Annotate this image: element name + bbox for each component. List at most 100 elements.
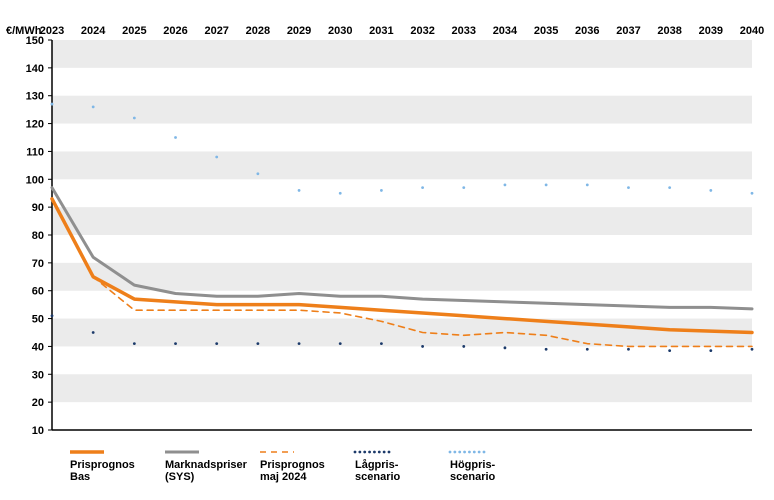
y-tick-label: 10 (32, 425, 44, 437)
series-high-dot (668, 186, 671, 189)
x-tick-label: 2031 (369, 25, 393, 37)
series-high-dot (92, 105, 95, 108)
legend-swatch-high (473, 451, 476, 454)
grid-band (52, 40, 752, 68)
series-low-dot (380, 342, 383, 345)
series-high-dot (174, 136, 177, 139)
legend-swatch-high (483, 451, 486, 454)
legend-swatch-low (383, 451, 386, 454)
y-tick-label: 70 (32, 258, 44, 270)
series-high-dot (504, 183, 507, 186)
series-high-dot (298, 189, 301, 192)
series-low-dot (215, 342, 218, 345)
x-tick-label: 2032 (410, 25, 434, 37)
legend-swatch-high (478, 451, 481, 454)
grid-band (52, 319, 752, 347)
y-tick-label: 50 (32, 314, 44, 326)
legend-label-bas: Prisprognos (70, 459, 135, 471)
series-high-dot (545, 183, 548, 186)
grid-band (52, 207, 752, 235)
series-high-dot (462, 186, 465, 189)
legend-swatch-low (358, 451, 361, 454)
series-low-dot (339, 342, 342, 345)
series-high-dot (51, 103, 54, 106)
y-tick-label: 130 (26, 91, 44, 103)
series-high-dot (339, 192, 342, 195)
legend-swatch-low (363, 451, 366, 454)
legend-label-maj2024: maj 2024 (260, 471, 307, 483)
series-low-dot (545, 348, 548, 351)
series-high-dot (586, 183, 589, 186)
series-high-dot (751, 192, 754, 195)
series-low-dot (504, 346, 507, 349)
legend-swatch-high (458, 451, 461, 454)
series-low-dot (668, 349, 671, 352)
series-low-dot (627, 348, 630, 351)
price-forecast-chart: 102030405060708090100110120130140150€/MW… (0, 0, 774, 500)
legend-swatch-low (388, 451, 391, 454)
x-tick-label: 2039 (699, 25, 723, 37)
series-high-dot (256, 172, 259, 175)
series-low-dot (421, 345, 424, 348)
y-tick-label: 100 (26, 174, 44, 186)
y-axis-unit: €/MWh (6, 25, 42, 37)
grid-band (52, 374, 752, 402)
x-tick-label: 2037 (616, 25, 640, 37)
series-high-dot (380, 189, 383, 192)
legend-swatch-high (468, 451, 471, 454)
series-low-dot (256, 342, 259, 345)
series-high-dot (215, 156, 218, 159)
y-tick-label: 40 (32, 341, 44, 353)
x-tick-label: 2035 (534, 25, 558, 37)
legend-label-high: Högpris- (450, 459, 496, 471)
series-low-dot (174, 342, 177, 345)
series-low-dot (751, 348, 754, 351)
series-low-dot (586, 348, 589, 351)
x-tick-label: 2026 (163, 25, 187, 37)
grid-band (52, 96, 752, 124)
series-high-dot (627, 186, 630, 189)
legend-label-low: scenario (355, 471, 401, 483)
x-tick-label: 2024 (81, 25, 106, 37)
x-tick-label: 2023 (40, 25, 64, 37)
series-low-dot (92, 331, 95, 334)
grid-band (52, 263, 752, 291)
legend-label-sys: Marknadspriser (165, 459, 248, 471)
legend-swatch-low (354, 451, 357, 454)
series-low-dot (462, 345, 465, 348)
legend-label-high: scenario (450, 471, 496, 483)
series-low-dot (709, 349, 712, 352)
series-high-dot (421, 186, 424, 189)
y-tick-label: 20 (32, 397, 44, 409)
y-tick-label: 60 (32, 286, 44, 298)
x-tick-label: 2034 (493, 25, 518, 37)
x-tick-label: 2033 (452, 25, 476, 37)
legend-label-maj2024: Prisprognos (260, 459, 325, 471)
y-tick-label: 30 (32, 369, 44, 381)
series-low-dot (133, 342, 136, 345)
x-tick-label: 2029 (287, 25, 311, 37)
series-high-dot (133, 117, 136, 120)
legend-label-sys: (SYS) (165, 471, 195, 483)
legend-swatch-high (449, 451, 452, 454)
legend-swatch-low (368, 451, 371, 454)
legend-swatch-high (463, 451, 466, 454)
x-tick-label: 2036 (575, 25, 599, 37)
legend-swatch-low (378, 451, 381, 454)
x-tick-label: 2040 (740, 25, 764, 37)
x-tick-label: 2025 (122, 25, 146, 37)
x-tick-label: 2028 (246, 25, 270, 37)
grid-band (52, 151, 752, 179)
series-high-dot (709, 189, 712, 192)
legend-swatch-high (453, 451, 456, 454)
y-tick-label: 110 (26, 146, 44, 158)
series-low-dot (298, 342, 301, 345)
x-tick-label: 2027 (204, 25, 228, 37)
y-tick-label: 140 (26, 63, 44, 75)
x-tick-label: 2030 (328, 25, 352, 37)
series-low-dot (51, 314, 54, 317)
legend-label-bas: Bas (70, 471, 90, 483)
x-tick-label: 2038 (657, 25, 681, 37)
y-tick-label: 120 (26, 119, 44, 131)
legend-label-low: Lågpris- (355, 459, 399, 471)
